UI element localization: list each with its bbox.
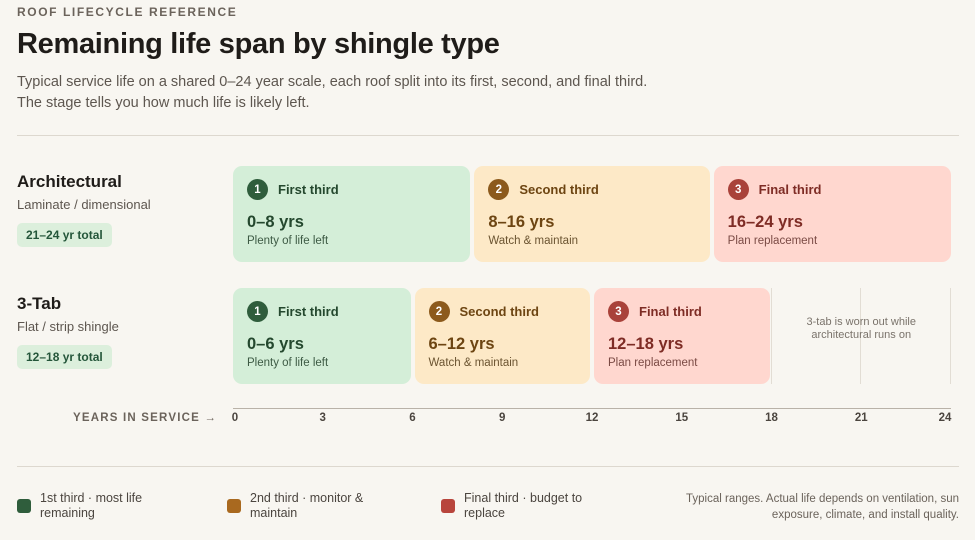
x-tick-label: 6 xyxy=(409,412,416,424)
x-tick-label: 12 xyxy=(585,412,599,424)
segment-label: First third xyxy=(278,304,339,319)
segment-header: 3 Final third xyxy=(727,179,937,200)
legend-item-stage-2: 2nd third · monitor & maintain xyxy=(227,491,390,521)
stage-number-badge: 2 xyxy=(428,301,450,322)
segment-range: 16–24 yrs xyxy=(727,213,803,231)
gridline xyxy=(860,288,862,384)
row-description: Laminate / dimensional xyxy=(17,197,151,212)
segment-note: Watch & maintain xyxy=(488,235,579,247)
segment-stage-1: 1 First third 0–8 yrs Plenty of life left xyxy=(233,166,471,262)
stage-number-badge: 3 xyxy=(608,301,629,322)
segment-header: 2 Second third xyxy=(488,179,695,200)
page-title: Remaining life span by shingle type xyxy=(17,28,500,60)
stage-number-badge: 1 xyxy=(247,301,268,322)
segment-note: Plan replacement xyxy=(608,357,698,369)
segment-note: Plenty of life left xyxy=(247,235,329,247)
segment-label: Final third xyxy=(639,304,702,319)
x-tick-label: 0 xyxy=(231,412,239,424)
stage-number-badge: 1 xyxy=(247,179,268,200)
segment-label: First third xyxy=(278,182,339,197)
segment-range: 0–8 yrs xyxy=(247,213,304,231)
row-label-architectural: Architectural Laminate / dimensional 21–… xyxy=(17,172,151,247)
x-tick-label: 3 xyxy=(319,412,326,424)
gridline xyxy=(950,288,951,384)
segment-header: 1 First third xyxy=(247,179,456,200)
segment-header: 3 Final third xyxy=(608,301,756,322)
segment-stage-2: 2 Second third 8–16 yrs Watch & maintain xyxy=(474,166,710,262)
x-axis-line xyxy=(233,408,951,409)
segment-note: Plan replacement xyxy=(727,235,818,247)
legend-item-stage-3: Final third · budget to replace xyxy=(441,491,614,521)
header-divider xyxy=(17,135,959,136)
segment-range: 12–18 yrs xyxy=(608,335,684,353)
legend-text: Final third · budget to replace xyxy=(464,491,583,520)
row-description: Flat / strip shingle xyxy=(17,319,119,334)
segment-label: Second third xyxy=(459,304,539,319)
segment-stage-1: 1 First third 0–6 yrs Plenty of life left xyxy=(233,288,411,384)
segment-label: Final third xyxy=(758,182,822,197)
row-name: 3-Tab xyxy=(17,294,62,313)
row-label-3-tab: 3-Tab Flat / strip shingle 12–18 yr tota… xyxy=(17,294,119,369)
segment-label: Second third xyxy=(519,182,599,197)
x-tick-label: 24 xyxy=(938,412,952,424)
legend-swatch xyxy=(227,499,241,513)
segment-stage-3: 3 Final third 16–24 yrs Plan replacement xyxy=(713,166,951,262)
segment-note: Watch & maintain xyxy=(428,357,519,369)
legend-text: 2nd third · monitor & maintain xyxy=(250,491,364,520)
segment-range: 8–16 yrs xyxy=(488,213,555,231)
total-badge: 21–24 yr total xyxy=(17,223,112,247)
legend-text: 1st third · most life remaining xyxy=(40,491,143,520)
page-subtitle: Typical service life on a shared 0–24 ye… xyxy=(17,74,648,111)
gridline xyxy=(770,288,772,384)
segment-stage-2: 2 Second third 6–12 yrs Watch & maintain xyxy=(414,288,590,384)
segment-header: 1 First third xyxy=(247,301,397,322)
segment-range: 0–6 yrs xyxy=(247,335,304,353)
worn-out-note: 3-tab is worn out while architectural ru… xyxy=(806,316,916,341)
stage-number-badge: 2 xyxy=(488,179,510,200)
row-name: Architectural xyxy=(17,172,122,191)
legend-swatch xyxy=(17,499,31,513)
segment-note: Plenty of life left xyxy=(247,357,329,369)
footer-divider xyxy=(17,466,959,467)
footnote: Typical ranges. Actual life depends on v… xyxy=(686,493,959,521)
segment-stage-3: 3 Final third 12–18 yrs Plan replacement xyxy=(594,288,770,384)
total-badge: 12–18 yr total xyxy=(17,345,112,369)
x-tick-label: 9 xyxy=(499,412,506,424)
segment-range: 6–12 yrs xyxy=(428,335,495,353)
x-axis-title: YEARS IN SERVICE → xyxy=(73,412,218,424)
legend-swatch xyxy=(441,499,455,513)
eyebrow-label: ROOF LIFECYCLE REFERENCE xyxy=(17,5,238,19)
stage-number-badge: 3 xyxy=(727,179,749,200)
x-tick-label: 21 xyxy=(854,412,868,424)
segment-header: 2 Second third xyxy=(428,301,577,322)
legend-item-stage-1: 1st third · most life remaining xyxy=(17,491,170,521)
x-tick-label: 15 xyxy=(675,412,689,424)
x-tick-label: 18 xyxy=(765,412,778,424)
